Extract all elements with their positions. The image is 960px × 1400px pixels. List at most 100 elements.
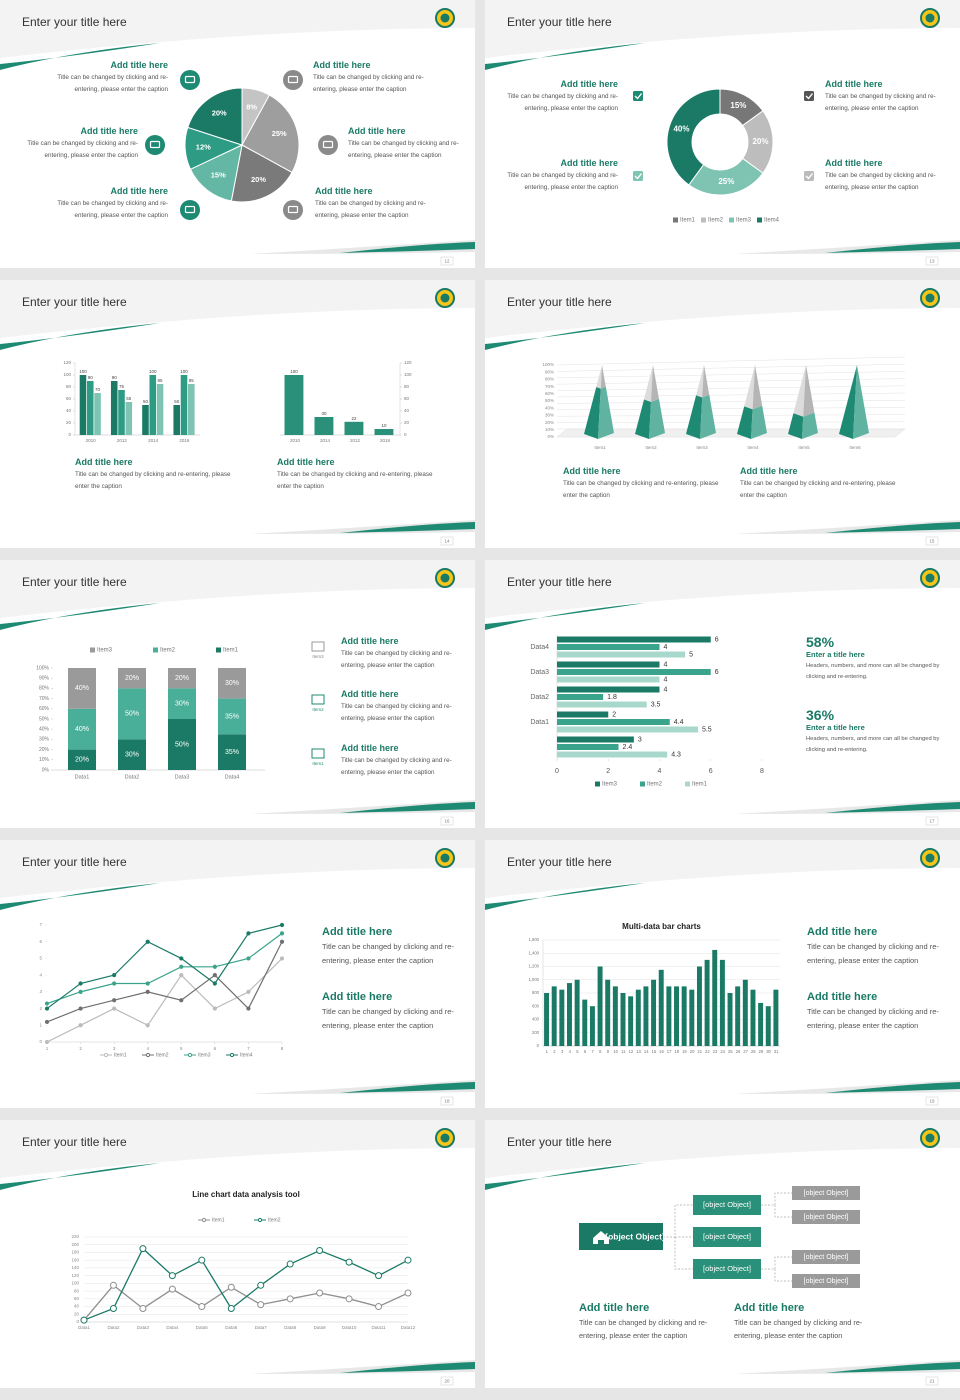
bar-segment bbox=[118, 668, 146, 689]
pyramid-face bbox=[598, 386, 614, 439]
header-band bbox=[0, 280, 475, 338]
bar-segment bbox=[68, 668, 96, 709]
text-block: Add title here Title can be changed by cl… bbox=[563, 466, 719, 499]
text-block-body: Add title here Title can be changed by cl… bbox=[20, 126, 138, 161]
block-heading: Add title here bbox=[341, 743, 399, 753]
node-label: [object Object] bbox=[703, 1200, 751, 1209]
y-tick-label: 80 bbox=[404, 384, 410, 389]
point bbox=[179, 998, 184, 1003]
data-label: 4 bbox=[664, 686, 668, 693]
text-block-body: Add title here Title can be changed by cl… bbox=[500, 79, 618, 114]
x-tick-label: Item2 bbox=[645, 445, 657, 450]
checkbox-tick bbox=[634, 173, 643, 180]
y-tick-label: 50% bbox=[39, 716, 50, 722]
bar-segment bbox=[168, 668, 196, 689]
x-tick-label: Data2 bbox=[107, 1325, 120, 1330]
bar bbox=[557, 701, 647, 708]
bar bbox=[727, 993, 733, 1046]
bar bbox=[765, 1006, 771, 1046]
page-box bbox=[440, 1096, 454, 1106]
y-tick-label: 60 bbox=[74, 1296, 80, 1301]
node-label: [object Object] bbox=[605, 1231, 665, 1241]
item-icon bbox=[311, 694, 325, 705]
data-label: 100 bbox=[79, 369, 87, 374]
block-caption: Title can be changed by clicking and re-… bbox=[322, 942, 454, 965]
slice-label: 20% bbox=[752, 137, 768, 146]
x-tick-label: Data10 bbox=[342, 1325, 357, 1330]
logo-inner bbox=[925, 1133, 935, 1143]
header-band bbox=[0, 1120, 475, 1178]
point bbox=[109, 1281, 117, 1289]
bar bbox=[149, 375, 157, 435]
segment-label: 30% bbox=[175, 701, 189, 708]
y-tick-label: 1 bbox=[39, 1022, 42, 1027]
y-tick-label: 1,600 bbox=[529, 937, 540, 942]
bar bbox=[557, 751, 668, 758]
slice-label: 15% bbox=[211, 171, 226, 180]
y-tick-label: 90% bbox=[545, 369, 554, 374]
x-tick-label: 7 bbox=[247, 1046, 250, 1051]
y-tick-label: 60 bbox=[404, 396, 410, 401]
y-tick-label: 160 bbox=[71, 1257, 79, 1262]
x-tick-label: 26 bbox=[736, 1049, 741, 1054]
x-tick-label: 6 bbox=[584, 1049, 587, 1054]
slide-title: Enter your title here bbox=[22, 575, 127, 589]
bar bbox=[742, 979, 748, 1046]
point bbox=[246, 931, 251, 936]
bar bbox=[557, 644, 660, 650]
data-label: 100 bbox=[290, 369, 298, 374]
legend-marker bbox=[257, 1217, 263, 1223]
point bbox=[286, 1260, 294, 1268]
block-caption: Title can be changed by clicking and re-… bbox=[75, 471, 231, 490]
series-line bbox=[83, 1284, 409, 1321]
data-label: 3.5 bbox=[651, 701, 661, 708]
bar bbox=[758, 1002, 764, 1046]
icon bbox=[180, 70, 200, 90]
block-heading: Add title here bbox=[110, 60, 168, 70]
legend-label: Item3 bbox=[97, 648, 113, 654]
page-box bbox=[925, 536, 939, 546]
y-tick-label: 80% bbox=[545, 377, 554, 382]
x-tick-label: 4 bbox=[569, 1049, 572, 1054]
logo-inner bbox=[440, 853, 450, 863]
slide-title: Enter your title here bbox=[507, 855, 612, 869]
y-tick-label: 60 bbox=[66, 396, 72, 401]
text-block-body: Add title here Title can be changed by cl… bbox=[322, 926, 462, 968]
stat-block: 36%Enter a title here Headers, numbers, a… bbox=[806, 707, 939, 753]
point bbox=[212, 964, 217, 969]
y-tick-label: 40 bbox=[74, 1304, 80, 1309]
data-label: 3 bbox=[638, 736, 642, 743]
block-heading: Add title here bbox=[560, 79, 618, 89]
text-block-body: Add title here Title can be changed by cl… bbox=[348, 126, 466, 161]
point bbox=[404, 1256, 412, 1264]
bar bbox=[557, 744, 619, 750]
point bbox=[139, 1245, 147, 1253]
bar bbox=[551, 986, 557, 1046]
x-tick-label: 2010 bbox=[86, 438, 97, 443]
node-label: [object Object] bbox=[804, 1190, 849, 1197]
footer-swoosh bbox=[340, 522, 475, 533]
item-icon bbox=[311, 748, 325, 759]
data-label: 4 bbox=[664, 661, 668, 668]
icon-label: Item2 bbox=[312, 707, 324, 712]
grid-line bbox=[556, 399, 906, 404]
text-block: Add title here Title can be changed by cl… bbox=[807, 926, 939, 965]
point bbox=[198, 1303, 206, 1311]
logo-inner bbox=[925, 293, 935, 303]
x-tick-label: Data1 bbox=[75, 774, 90, 780]
x-tick-label: Data8 bbox=[284, 1325, 297, 1330]
logo-inner bbox=[925, 853, 935, 863]
legend-swatch bbox=[90, 647, 95, 653]
donut-slice bbox=[666, 88, 721, 186]
bar bbox=[651, 979, 657, 1046]
slide: Enter your title here 13 15% Item1 20% Item2 2… bbox=[485, 0, 960, 268]
bar bbox=[674, 986, 679, 1046]
legend-label: Item3 bbox=[736, 218, 752, 224]
branch-node bbox=[693, 1227, 761, 1247]
slide: Enter your title here 21 [object Object] [o… bbox=[485, 1120, 960, 1388]
bar-segment bbox=[68, 708, 96, 750]
y-tick-label: 60% bbox=[39, 706, 50, 712]
slide: Enter your title here 12 8% 25% 20% 15% 12% 20%… bbox=[0, 0, 475, 268]
text-block-body: Add title here Title can be changed by cl… bbox=[277, 457, 447, 492]
y-tick-label: 0% bbox=[547, 434, 554, 439]
